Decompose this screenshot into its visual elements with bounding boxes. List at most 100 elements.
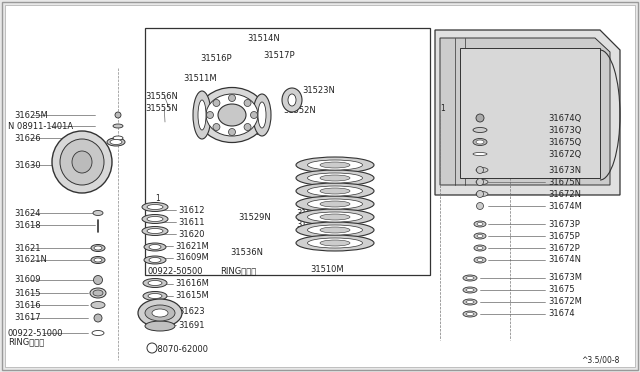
Text: 31616M: 31616M [175, 279, 209, 289]
Circle shape [207, 112, 214, 119]
Ellipse shape [474, 221, 486, 227]
Ellipse shape [474, 257, 486, 263]
Ellipse shape [296, 222, 374, 238]
Ellipse shape [477, 234, 483, 237]
Text: 31673Q: 31673Q [548, 125, 581, 135]
Ellipse shape [466, 301, 474, 304]
Ellipse shape [463, 311, 477, 317]
Text: 31674N: 31674N [548, 256, 581, 264]
Ellipse shape [93, 211, 103, 215]
Ellipse shape [107, 138, 125, 146]
Ellipse shape [94, 258, 102, 262]
Text: 31617: 31617 [14, 314, 40, 323]
Ellipse shape [307, 160, 362, 170]
Text: 31630: 31630 [14, 160, 40, 170]
Text: 31538N: 31538N [323, 173, 356, 183]
Ellipse shape [198, 87, 266, 142]
Ellipse shape [307, 238, 362, 248]
Circle shape [250, 112, 257, 119]
Text: RINGリング: RINGリング [8, 337, 44, 346]
Text: 31675: 31675 [548, 285, 575, 295]
Ellipse shape [296, 196, 374, 212]
Text: 31674: 31674 [548, 310, 575, 318]
Text: 00922-51000: 00922-51000 [8, 328, 63, 337]
Text: 31511M: 31511M [183, 74, 216, 83]
Circle shape [476, 114, 484, 122]
Ellipse shape [320, 175, 350, 181]
Ellipse shape [193, 91, 211, 139]
Ellipse shape [113, 124, 123, 128]
Text: 31672M: 31672M [548, 298, 582, 307]
Text: 31618: 31618 [14, 221, 40, 230]
Ellipse shape [307, 199, 362, 209]
Circle shape [213, 124, 220, 131]
Ellipse shape [52, 131, 112, 193]
Ellipse shape [320, 201, 350, 207]
Text: 31567N: 31567N [313, 186, 346, 195]
Ellipse shape [142, 202, 168, 212]
Ellipse shape [320, 188, 350, 194]
Text: 31625M: 31625M [14, 110, 48, 119]
Ellipse shape [307, 173, 362, 183]
Text: 31674M: 31674M [548, 202, 582, 211]
Bar [460, 48, 600, 178]
Text: 31626: 31626 [14, 134, 40, 142]
Ellipse shape [476, 192, 488, 196]
Text: 31516P: 31516P [200, 54, 232, 62]
Polygon shape [440, 38, 610, 185]
Ellipse shape [473, 138, 487, 145]
Ellipse shape [198, 100, 206, 130]
Ellipse shape [145, 321, 175, 331]
Text: 31536N: 31536N [230, 247, 263, 257]
Text: 31609: 31609 [14, 276, 40, 285]
Text: 00922-50500: 00922-50500 [148, 266, 204, 276]
Text: 31623: 31623 [178, 307, 205, 315]
Ellipse shape [148, 280, 162, 285]
Ellipse shape [145, 305, 175, 321]
Ellipse shape [473, 128, 487, 132]
Ellipse shape [143, 279, 167, 288]
Circle shape [213, 99, 220, 106]
Ellipse shape [474, 245, 486, 251]
Text: 31609M: 31609M [175, 253, 209, 263]
Text: 31532N: 31532N [304, 198, 337, 206]
Ellipse shape [296, 170, 374, 186]
Text: 31523N: 31523N [302, 86, 335, 94]
Ellipse shape [463, 299, 477, 305]
Circle shape [115, 112, 121, 118]
Text: 31621M: 31621M [175, 241, 209, 250]
Ellipse shape [253, 94, 271, 136]
Text: 31521N: 31521N [230, 128, 263, 137]
Ellipse shape [91, 244, 105, 251]
Ellipse shape [142, 227, 168, 235]
Text: 31675P: 31675P [548, 231, 580, 241]
Text: 31611: 31611 [178, 218, 205, 227]
Ellipse shape [91, 257, 105, 263]
Text: 31552N: 31552N [283, 106, 316, 115]
Ellipse shape [110, 140, 122, 144]
Text: 31672P: 31672P [548, 244, 580, 253]
Ellipse shape [307, 225, 362, 235]
Text: 1: 1 [156, 193, 161, 202]
Text: 31556N: 31556N [145, 92, 178, 100]
Ellipse shape [113, 136, 123, 140]
Ellipse shape [466, 289, 474, 292]
Ellipse shape [147, 217, 163, 221]
Circle shape [244, 99, 251, 106]
Text: 31615: 31615 [14, 289, 40, 298]
Text: N 08911-1401A: N 08911-1401A [8, 122, 73, 131]
Ellipse shape [476, 140, 484, 144]
Ellipse shape [152, 309, 168, 317]
Ellipse shape [138, 299, 182, 327]
Text: 31675N: 31675N [548, 177, 581, 186]
Ellipse shape [320, 240, 350, 246]
Ellipse shape [90, 288, 106, 298]
Ellipse shape [296, 157, 374, 173]
Circle shape [147, 343, 157, 353]
Ellipse shape [92, 330, 104, 336]
Ellipse shape [476, 180, 488, 185]
Text: 31616: 31616 [14, 301, 40, 310]
Text: 31672Q: 31672Q [548, 150, 581, 158]
Text: 31621: 31621 [14, 244, 40, 253]
Text: 31621N: 31621N [14, 256, 47, 264]
